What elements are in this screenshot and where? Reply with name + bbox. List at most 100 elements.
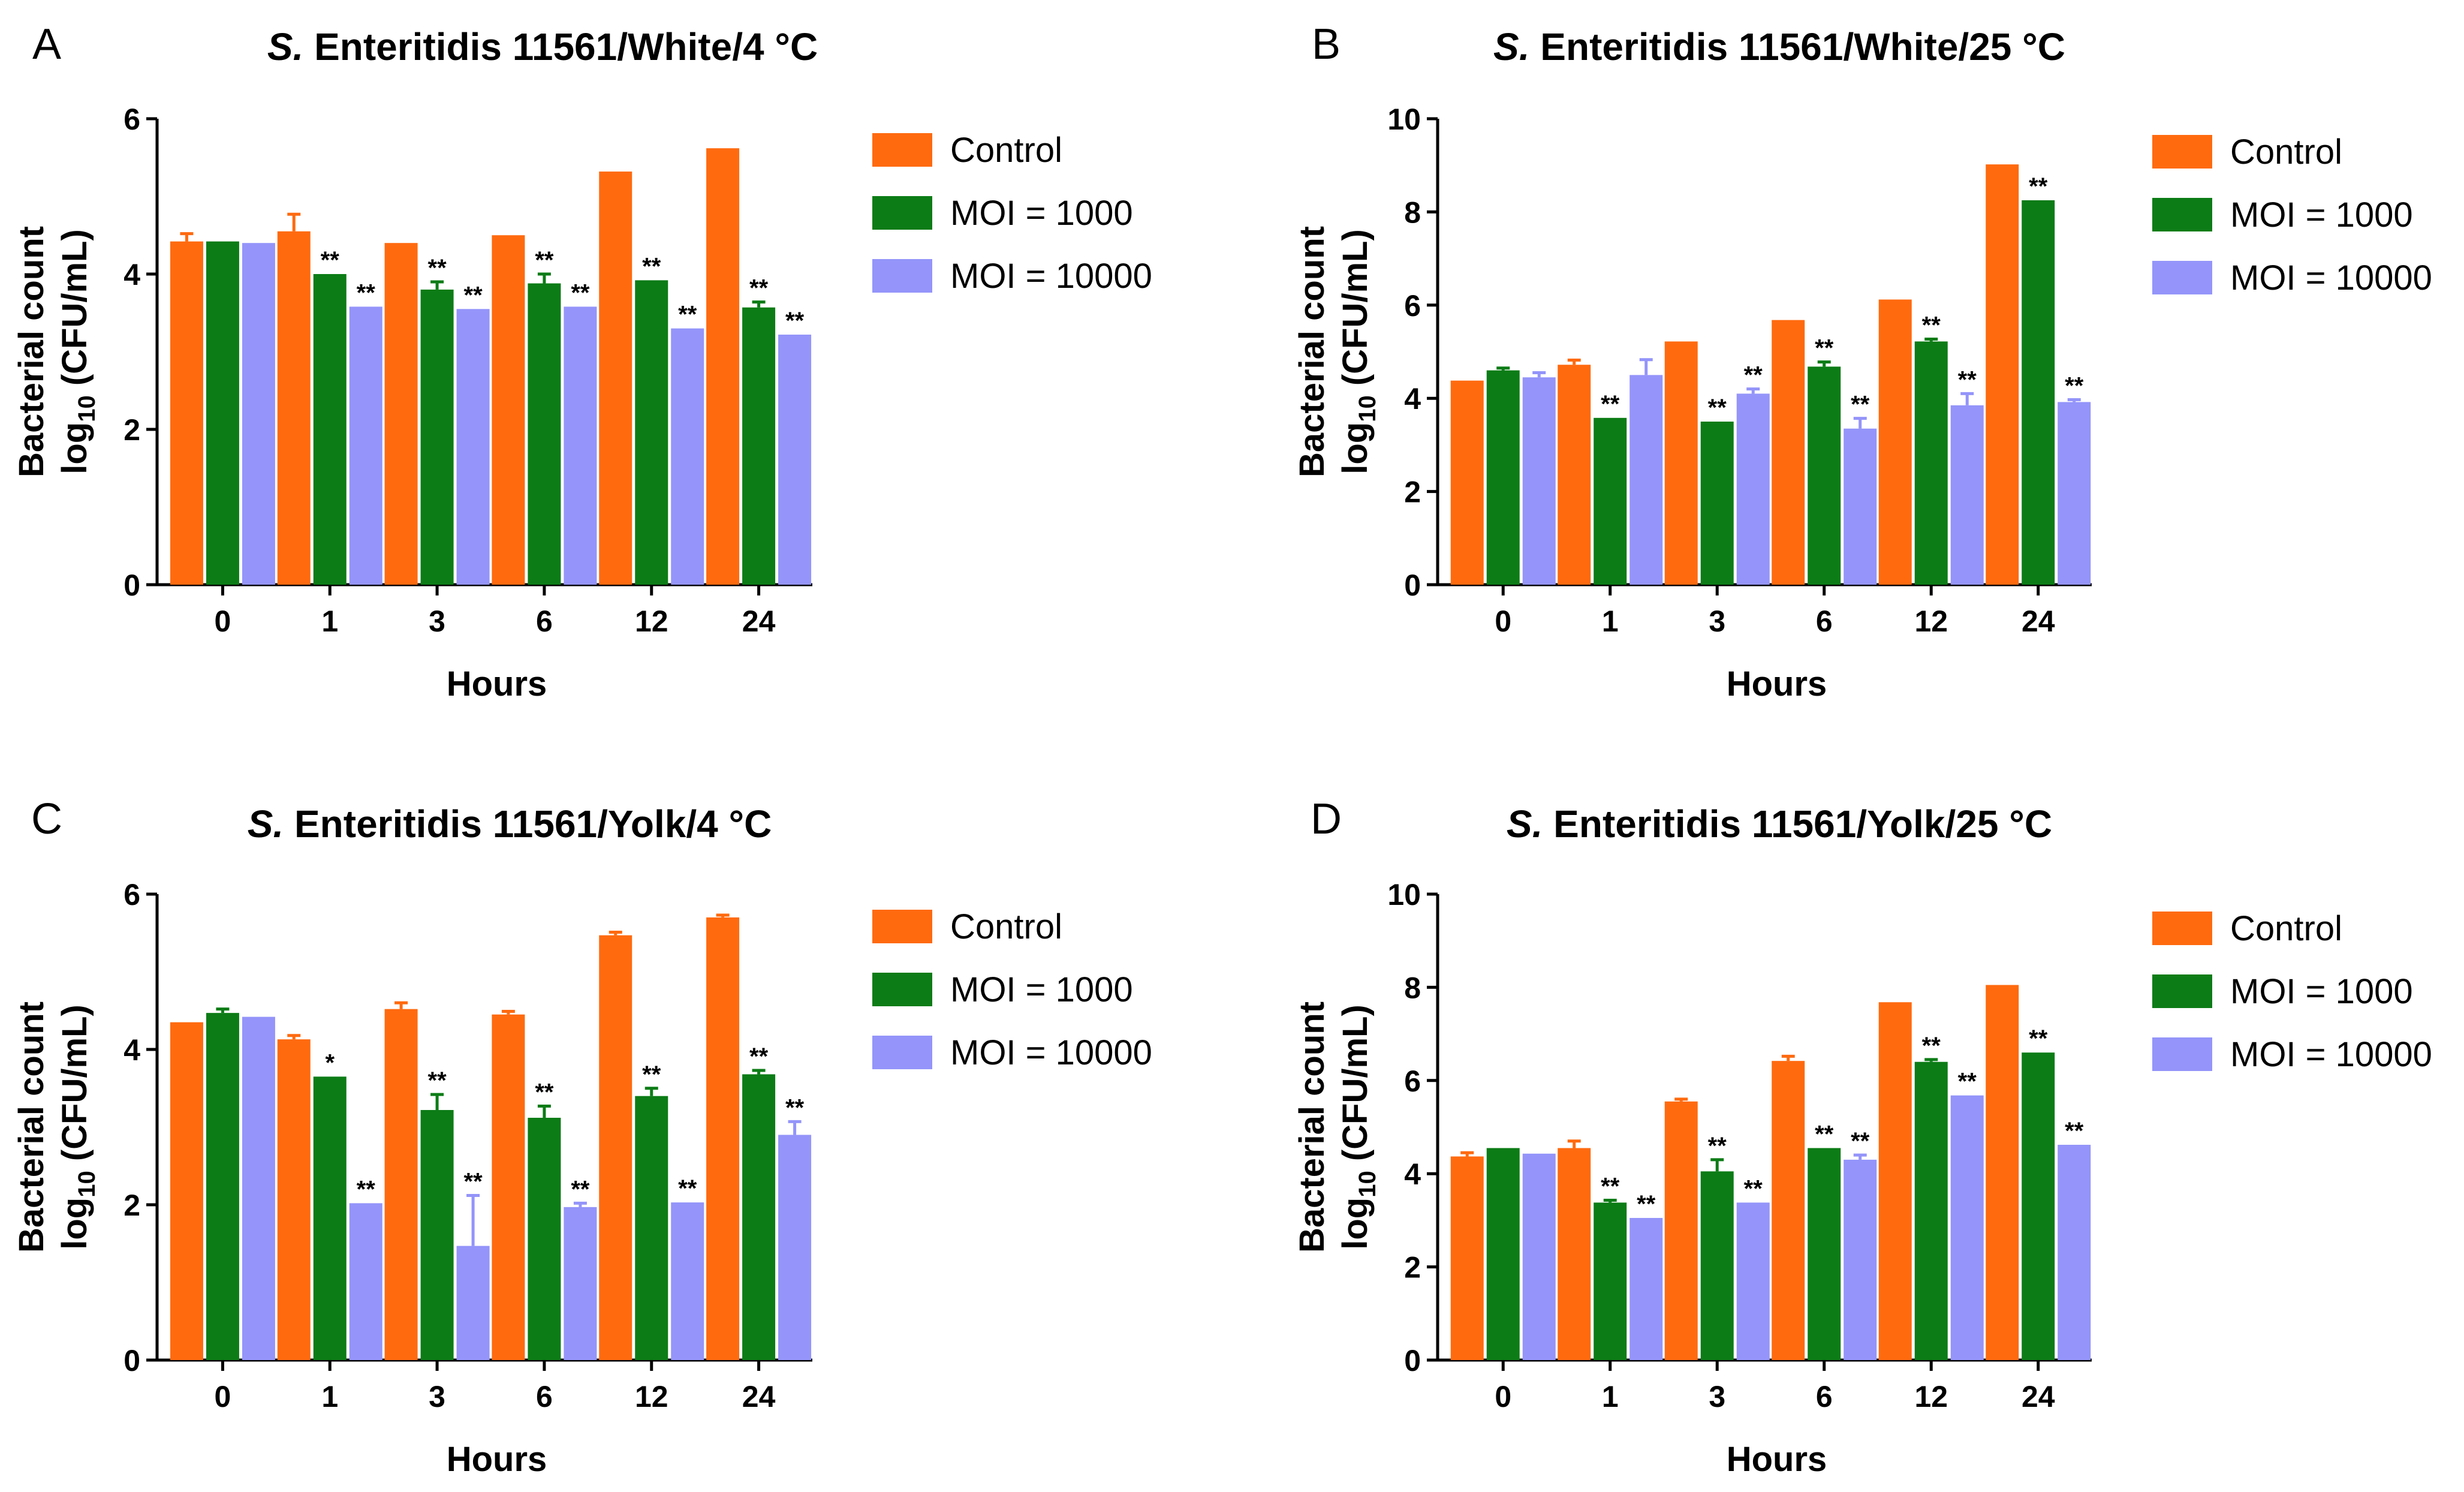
x-tick-label: 12	[635, 604, 668, 638]
legend-label: MOI = 1000	[950, 970, 1133, 1009]
y-tick-label: 8	[1404, 195, 1421, 229]
y-tick-label: 6	[123, 103, 140, 136]
y-axis-title-unit: (CFU/mL)	[1336, 1004, 1375, 1171]
title-rest-part: Enteritidis 11561/Yolk/25 °C	[1543, 802, 2052, 846]
significance-mark: **	[1708, 1133, 1727, 1159]
y-tick-label: 0	[123, 1344, 140, 1377]
y-tick-label: 2	[123, 1189, 140, 1222]
y-axis-title-line2: log10 (CFU/mL)	[55, 1004, 100, 1250]
title-italic-part: S.	[248, 802, 284, 846]
bar	[1808, 366, 1841, 585]
significance-mark: **	[1637, 1191, 1656, 1217]
bar	[599, 935, 632, 1360]
chart-title: S. Enteritidis 11561/White/4 °C	[267, 25, 818, 68]
bar	[1522, 377, 1556, 585]
panel-letter: D	[1311, 795, 1342, 843]
title-rest-part: Enteritidis 11561/White/25 °C	[1530, 25, 2065, 68]
bar	[706, 148, 740, 585]
y-tick-label: 2	[1404, 1251, 1421, 1285]
bar	[313, 274, 347, 585]
significance-mark: **	[1815, 335, 1834, 362]
significance-mark: **	[1601, 1173, 1620, 1199]
y-tick-label: 4	[1404, 1157, 1421, 1191]
significance-mark: **	[464, 1168, 483, 1195]
y-axis-title-line2: log10 (CFU/mL)	[1336, 1004, 1381, 1250]
significance-mark: **	[357, 1176, 376, 1202]
y-axis-title-log: log	[55, 422, 94, 474]
y-axis-title-line1: Bacterial count	[12, 226, 51, 477]
bar	[1664, 1101, 1698, 1360]
x-tick-label: 24	[2022, 1380, 2055, 1413]
bar	[1736, 1202, 1770, 1360]
bar	[1664, 341, 1698, 585]
bar	[1772, 320, 1805, 585]
bar	[277, 1039, 311, 1360]
y-axis-title-unit: (CFU/mL)	[55, 1004, 94, 1171]
significance-mark: **	[1744, 1175, 1763, 1202]
y-tick-label: 0	[1404, 568, 1421, 602]
bar	[1914, 1061, 1948, 1360]
legend-label: MOI = 10000	[2230, 258, 2432, 297]
y-axis-title-log: log	[1336, 1198, 1375, 1250]
legend-swatch	[2152, 974, 2212, 1008]
y-axis-title-subscript: 10	[74, 1171, 100, 1198]
significance-mark: **	[1744, 362, 1763, 389]
y-tick-label: 8	[1404, 971, 1421, 1004]
bar	[1558, 365, 1591, 585]
bar	[1878, 299, 1912, 585]
bar	[420, 289, 454, 585]
x-tick-label: 6	[536, 604, 553, 638]
legend-label: Control	[950, 907, 1062, 946]
bar	[599, 172, 632, 585]
panel-letter: C	[31, 795, 62, 843]
x-tick-label: 12	[635, 1380, 668, 1413]
title-italic-part: S.	[1493, 25, 1529, 68]
y-tick-label: 6	[1404, 289, 1421, 323]
panel-B: B S. Enteritidis 11561/White/25 °C0246810…	[1293, 20, 2432, 703]
x-tick-label: 3	[1709, 604, 1725, 638]
significance-mark: **	[1922, 1033, 1941, 1059]
x-tick-label: 12	[1914, 1380, 1948, 1413]
x-tick-label: 3	[1709, 1380, 1725, 1413]
significance-mark: **	[2029, 1025, 2048, 1052]
bar	[349, 306, 382, 585]
legend-swatch	[872, 1036, 932, 1069]
bar	[242, 1016, 275, 1360]
x-tick-label: 6	[1816, 1380, 1833, 1413]
bar	[1486, 370, 1520, 585]
bar	[1594, 1202, 1627, 1360]
bar	[420, 1110, 454, 1360]
y-axis-title-line1: Bacterial count	[1293, 1001, 1332, 1253]
bar	[456, 309, 490, 585]
x-tick-label: 0	[1495, 604, 1511, 638]
significance-mark: *	[325, 1049, 335, 1076]
bar	[1486, 1148, 1520, 1360]
x-tick-label: 3	[429, 1380, 445, 1413]
legend-label: MOI = 10000	[950, 257, 1152, 296]
x-tick-label: 12	[1914, 604, 1948, 638]
bar	[635, 1096, 668, 1360]
legend-label: Control	[2230, 909, 2342, 948]
significance-mark: **	[1601, 391, 1620, 417]
panel-letter: B	[1312, 20, 1341, 68]
x-axis-title: Hours	[447, 1440, 547, 1479]
significance-mark: **	[535, 1079, 554, 1106]
significance-mark: **	[571, 279, 590, 306]
bar	[1878, 1002, 1912, 1360]
bar	[2058, 402, 2091, 585]
bar	[170, 1022, 203, 1360]
significance-mark: **	[2029, 173, 2048, 200]
significance-mark: **	[642, 253, 661, 279]
y-tick-label: 10	[1387, 103, 1421, 136]
significance-mark: **	[464, 282, 483, 308]
title-italic-part: S.	[1507, 802, 1543, 846]
bar	[1450, 380, 1484, 585]
bar	[564, 1207, 597, 1360]
significance-mark: **	[749, 275, 769, 302]
bar	[1986, 164, 2019, 585]
significance-mark: **	[2065, 373, 2084, 399]
significance-mark: **	[785, 1094, 805, 1121]
bar	[2058, 1145, 2091, 1360]
bar	[206, 1013, 239, 1360]
y-axis-title-log: log	[55, 1198, 94, 1250]
